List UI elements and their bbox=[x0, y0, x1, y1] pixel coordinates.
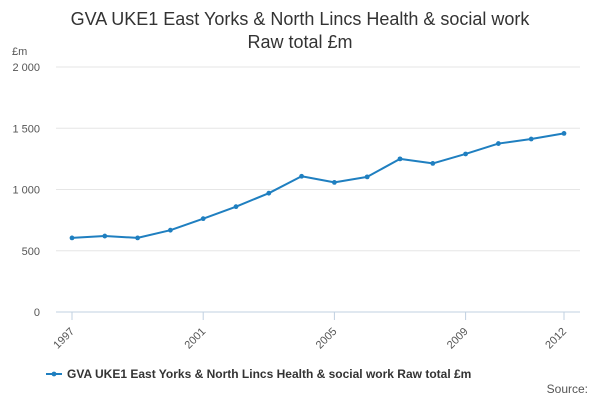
legend-marker bbox=[51, 371, 57, 377]
data-point[interactable] bbox=[266, 190, 272, 196]
legend[interactable]: GVA UKE1 East Yorks & North Lincs Health… bbox=[46, 367, 471, 381]
y-tick-label: 1 000 bbox=[12, 185, 40, 197]
source-label: Source: bbox=[546, 382, 588, 396]
data-point[interactable] bbox=[496, 141, 501, 146]
data-point[interactable] bbox=[332, 179, 337, 185]
x-tick-label: 2001 bbox=[183, 326, 209, 352]
data-point[interactable] bbox=[299, 173, 304, 179]
x-tick-label: 2009 bbox=[445, 326, 471, 352]
data-point[interactable] bbox=[69, 235, 75, 241]
y-tick-label: 500 bbox=[22, 246, 40, 258]
data-point[interactable] bbox=[233, 204, 239, 210]
chart-title-line2: Raw total £m bbox=[247, 32, 353, 52]
legend-label[interactable]: GVA UKE1 East Yorks & North Lincs Health… bbox=[67, 367, 471, 381]
data-point[interactable] bbox=[102, 233, 108, 239]
data-point[interactable] bbox=[135, 235, 141, 241]
data-point[interactable] bbox=[364, 174, 370, 180]
gridlines bbox=[56, 66, 580, 313]
x-tick-label: 1997 bbox=[51, 326, 77, 352]
data-point[interactable] bbox=[168, 227, 173, 233]
data-point[interactable] bbox=[528, 136, 534, 142]
axes: 0 500 1 000 1 500 2 000 £m 1997 2001 2005 2009 201… bbox=[12, 46, 569, 351]
data-point[interactable] bbox=[397, 156, 403, 162]
series-layer bbox=[69, 130, 567, 241]
y-tick-label: 2 000 bbox=[12, 62, 40, 74]
chart-title: GVA UKE1 East Yorks & North Lincs Health… bbox=[0, 8, 600, 54]
data-point[interactable] bbox=[200, 216, 206, 222]
y-tick-label: 0 bbox=[34, 307, 40, 319]
chart-title-line1: GVA UKE1 East Yorks & North Lincs Health… bbox=[70, 9, 530, 29]
x-tick-label: 2012 bbox=[543, 326, 569, 352]
y-tick-label: 1 500 bbox=[12, 123, 40, 135]
y-unit-label: £m bbox=[12, 46, 27, 58]
data-point[interactable] bbox=[463, 151, 468, 157]
series-line[interactable] bbox=[71, 132, 565, 239]
data-point[interactable] bbox=[561, 130, 567, 136]
x-tick-label: 2005 bbox=[314, 326, 340, 352]
data-point[interactable] bbox=[430, 161, 436, 166]
